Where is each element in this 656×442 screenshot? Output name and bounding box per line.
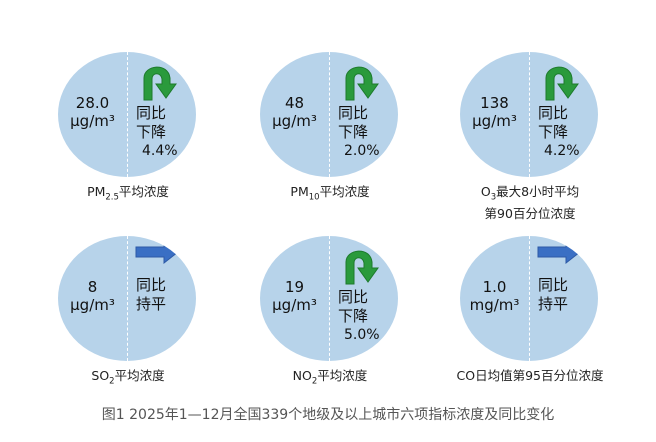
right-arrow-icon (135, 240, 179, 264)
indicator-circle: 138 μg/m³ 同比 下降 4.2% (460, 52, 598, 177)
trend-line2: 下降 (338, 307, 369, 325)
curved-down-arrow-icon (143, 66, 177, 101)
indicator-o3: 138 μg/m³ 同比 下降 4.2% O3最大8小时平均 第90百分位浓度 (430, 52, 630, 222)
trend-line1: 同比 (136, 276, 167, 294)
indicator-label: PM10平均浓度 (290, 184, 370, 203)
indicator-so2: 8 μg/m³ 同比 持平 SO2平均浓度 (28, 236, 228, 406)
divider (127, 236, 128, 361)
curved-down-arrow-icon (345, 66, 379, 101)
indicator-trend: 同比 下降 4.4% (136, 104, 192, 161)
indicator-value: 48 μg/m³ (260, 94, 329, 130)
trend-change: 5.0% (344, 327, 380, 343)
indicator-value: 28.0 μg/m³ (58, 94, 127, 130)
trend-line2: 下降 (538, 123, 569, 141)
trend-change: 4.2% (544, 143, 580, 159)
indicator-value: 19 μg/m³ (260, 278, 329, 314)
indicator-label: CO日均值第95百分位浓度 (456, 368, 604, 383)
right-arrow-icon (537, 240, 581, 264)
divider (529, 52, 530, 177)
value-unit: μg/m³ (472, 112, 517, 130)
indicator-no2: 19 μg/m³ 同比 下降 5.0% NO2平均浓度 (230, 236, 430, 406)
trend-line2: 下降 (338, 123, 369, 141)
value-unit: μg/m³ (272, 296, 317, 314)
trend-line2: 持平 (538, 295, 569, 313)
indicator-trend: 同比 下降 2.0% (338, 104, 394, 161)
trend-line1: 同比 (338, 104, 369, 122)
value-unit: mg/m³ (469, 296, 520, 314)
indicator-trend: 同比 下降 5.0% (338, 288, 394, 345)
trend-line1: 同比 (136, 104, 167, 122)
indicator-trend: 同比 下降 4.2% (538, 104, 594, 161)
value-number: 48 (284, 94, 305, 112)
trend-line2: 持平 (136, 295, 167, 313)
indicator-pm10: 48 μg/m³ 同比 下降 2.0% PM10平均浓度 (230, 52, 430, 222)
trend-line1: 同比 (538, 104, 569, 122)
divider (127, 52, 128, 177)
value-number: 8 (87, 278, 98, 296)
trend-line1: 同比 (338, 288, 369, 306)
indicator-pm25: 28.0 μg/m³ 同比 下降 4.4% PM2.5平均浓度 (28, 52, 228, 222)
indicator-value: 1.0 mg/m³ (460, 278, 529, 314)
indicator-label: PM2.5平均浓度 (87, 184, 169, 203)
value-number: 138 (480, 94, 509, 112)
value-number: 19 (284, 278, 305, 296)
indicator-value: 138 μg/m³ (460, 94, 529, 130)
indicator-label-line2: 第90百分位浓度 (484, 205, 576, 221)
curved-down-arrow-icon (345, 250, 379, 285)
value-number: 1.0 (482, 278, 507, 296)
trend-line1: 同比 (538, 276, 569, 294)
indicator-circle: 48 μg/m³ 同比 下降 2.0% (260, 52, 398, 177)
indicator-trend: 同比 持平 (538, 276, 594, 314)
indicator-trend: 同比 持平 (136, 276, 192, 314)
value-unit: μg/m³ (70, 112, 115, 130)
indicator-label: O3最大8小时平均 第90百分位浓度 (480, 184, 580, 221)
trend-change: 4.4% (142, 143, 178, 159)
indicator-label: NO2平均浓度 (292, 368, 368, 387)
trend-line2: 下降 (136, 123, 167, 141)
value-number: 28.0 (75, 94, 110, 112)
indicator-circle: 1.0 mg/m³ 同比 持平 (460, 236, 598, 361)
trend-change: 2.0% (344, 143, 380, 159)
indicator-value: 8 μg/m³ (58, 278, 127, 314)
indicator-label: SO2平均浓度 (91, 368, 165, 387)
value-unit: μg/m³ (272, 112, 317, 130)
divider (329, 52, 330, 177)
indicator-co: 1.0 mg/m³ 同比 持平 CO日均值第95百分位浓度 (430, 236, 630, 406)
figure-caption: 图1 2025年1—12月全国339个地级及以上城市六项指标浓度及同比变化 (101, 407, 555, 423)
divider (529, 236, 530, 361)
curved-down-arrow-icon (545, 66, 579, 101)
indicator-circle: 19 μg/m³ 同比 下降 5.0% (260, 236, 398, 361)
indicator-circle: 28.0 μg/m³ 同比 下降 4.4% (58, 52, 196, 177)
value-unit: μg/m³ (70, 296, 115, 314)
indicator-circle: 8 μg/m³ 同比 持平 (58, 236, 196, 361)
divider (329, 236, 330, 361)
